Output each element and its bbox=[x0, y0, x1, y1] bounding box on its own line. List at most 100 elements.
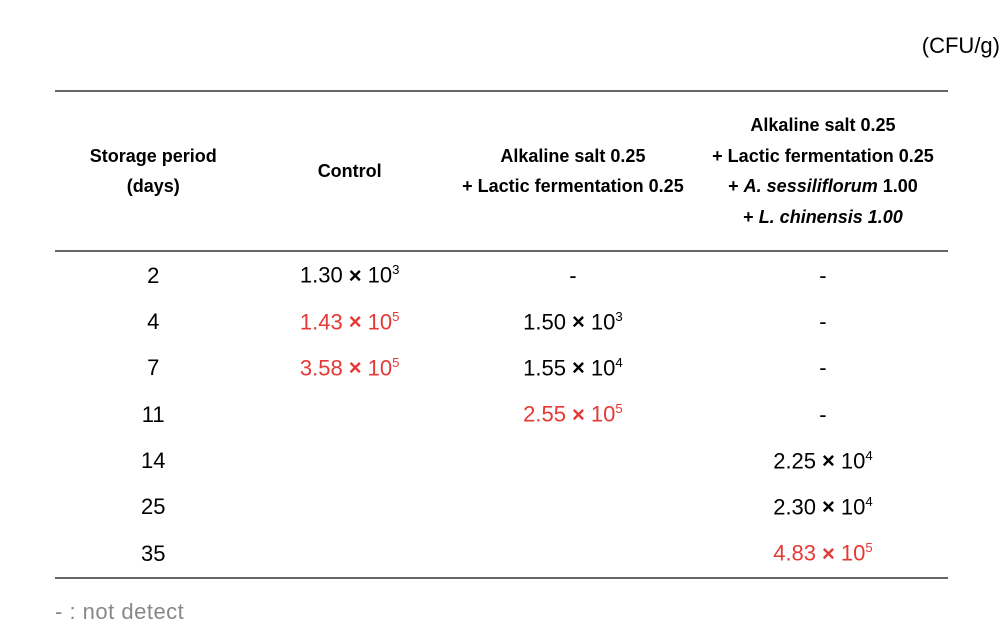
sci-notation-value: 1.50×103 bbox=[523, 309, 623, 335]
exponent: 4 bbox=[865, 494, 872, 509]
col-header-text: 1.00 bbox=[878, 176, 918, 196]
times-symbol: × bbox=[566, 309, 591, 334]
coefficient: 1.43 bbox=[300, 309, 343, 334]
sci-notation-value: 1.55×104 bbox=[523, 355, 623, 381]
col-header-alkaline-lactic-plants: Alkaline salt 0.25 + Lactic fermentation… bbox=[698, 91, 948, 251]
exponent: 5 bbox=[392, 355, 399, 370]
exponent: 5 bbox=[615, 401, 622, 416]
base-ten: 10 bbox=[591, 355, 615, 380]
cell-control: 1.43×105 bbox=[251, 299, 447, 345]
base-ten: 10 bbox=[591, 309, 615, 334]
not-detect-dash: - bbox=[569, 263, 576, 288]
times-symbol: × bbox=[343, 355, 368, 380]
base-ten: 10 bbox=[591, 402, 615, 427]
not-detect-dash: - bbox=[819, 355, 826, 380]
table-row: 21.30×103-- bbox=[55, 251, 948, 298]
cell-control bbox=[251, 438, 447, 484]
data-table-wrapper: Storage period (days) Control Alkaline s… bbox=[55, 90, 948, 579]
sci-notation-value: 2.25×104 bbox=[773, 448, 873, 474]
col-header-line: (days) bbox=[61, 171, 245, 202]
col-header-line: + A. sessiliflorum 1.00 bbox=[704, 171, 942, 202]
base-ten: 10 bbox=[841, 494, 865, 519]
table-row: 25 2.30×104 bbox=[55, 484, 948, 530]
cell-control: 3.58×105 bbox=[251, 345, 447, 391]
table-row: 73.58×1051.55×104- bbox=[55, 345, 948, 391]
col-header-text: + bbox=[728, 176, 744, 196]
cell-alkaline-lactic bbox=[448, 484, 698, 530]
base-ten: 10 bbox=[368, 309, 392, 334]
cell-storage-day: 4 bbox=[55, 299, 251, 345]
cell-alkaline-lactic-plants: 2.30×104 bbox=[698, 484, 948, 530]
coefficient: 4.83 bbox=[773, 541, 816, 566]
base-ten: 10 bbox=[841, 448, 865, 473]
col-header-text: + bbox=[743, 207, 759, 227]
coefficient: 3.58 bbox=[300, 355, 343, 380]
times-symbol: × bbox=[816, 448, 841, 473]
sci-notation-value: 3.58×105 bbox=[300, 355, 400, 381]
footnote-not-detect: - : not detect bbox=[55, 599, 184, 625]
cell-storage-day: 25 bbox=[55, 484, 251, 530]
cell-alkaline-lactic-plants: - bbox=[698, 391, 948, 437]
not-detect-dash: - bbox=[819, 402, 826, 427]
cell-alkaline-lactic bbox=[448, 438, 698, 484]
times-symbol: × bbox=[566, 355, 591, 380]
cell-alkaline-lactic-plants: - bbox=[698, 345, 948, 391]
col-header-control: Control bbox=[251, 91, 447, 251]
times-symbol: × bbox=[343, 263, 368, 288]
cell-alkaline-lactic-plants: 2.25×104 bbox=[698, 438, 948, 484]
cell-alkaline-lactic bbox=[448, 530, 698, 577]
cell-alkaline-lactic-plants: - bbox=[698, 299, 948, 345]
exponent: 4 bbox=[865, 448, 872, 463]
col-header-storage-period: Storage period (days) bbox=[55, 91, 251, 251]
coefficient: 1.30 bbox=[300, 263, 343, 288]
cell-storage-day: 14 bbox=[55, 438, 251, 484]
sci-notation-value: 2.30×104 bbox=[773, 494, 873, 520]
base-ten: 10 bbox=[841, 541, 865, 566]
base-ten: 10 bbox=[368, 263, 392, 288]
cell-storage-day: 11 bbox=[55, 391, 251, 437]
cell-alkaline-lactic: 1.55×104 bbox=[448, 345, 698, 391]
col-header-line: + L. chinensis 1.00 bbox=[704, 202, 942, 233]
exponent: 3 bbox=[615, 309, 622, 324]
base-ten: 10 bbox=[368, 355, 392, 380]
sci-notation-value: 1.30×103 bbox=[300, 262, 400, 288]
coefficient: 1.55 bbox=[523, 355, 566, 380]
cell-alkaline-lactic: 1.50×103 bbox=[448, 299, 698, 345]
times-symbol: × bbox=[343, 309, 368, 334]
times-symbol: × bbox=[566, 402, 591, 427]
exponent: 5 bbox=[392, 309, 399, 324]
cell-control bbox=[251, 484, 447, 530]
not-detect-dash: - bbox=[819, 309, 826, 334]
table-row: 35 4.83×105 bbox=[55, 530, 948, 577]
exponent: 5 bbox=[865, 540, 872, 555]
col-header-line: Alkaline salt 0.25 bbox=[704, 110, 942, 141]
coefficient: 2.30 bbox=[773, 494, 816, 519]
cell-alkaline-lactic-plants: 4.83×105 bbox=[698, 530, 948, 577]
cfu-table: Storage period (days) Control Alkaline s… bbox=[55, 90, 948, 579]
table-row: 11 2.55×105 - bbox=[55, 391, 948, 437]
cell-alkaline-lactic: - bbox=[448, 251, 698, 298]
col-header-italic: A. sessiliflorum bbox=[744, 176, 878, 196]
col-header-line: + Lactic fermentation 0.25 bbox=[454, 171, 692, 202]
cell-control: 1.30×103 bbox=[251, 251, 447, 298]
col-header-alkaline-lactic: Alkaline salt 0.25 + Lactic fermentation… bbox=[448, 91, 698, 251]
cell-storage-day: 35 bbox=[55, 530, 251, 577]
sci-notation-value: 1.43×105 bbox=[300, 309, 400, 335]
cell-control bbox=[251, 530, 447, 577]
coefficient: 2.25 bbox=[773, 448, 816, 473]
times-symbol: × bbox=[816, 494, 841, 519]
coefficient: 2.55 bbox=[523, 402, 566, 427]
col-header-line: + Lactic fermentation 0.25 bbox=[704, 141, 942, 172]
cell-control bbox=[251, 391, 447, 437]
table-row: 41.43×1051.50×103- bbox=[55, 299, 948, 345]
unit-label: (CFU/g) bbox=[922, 33, 1000, 59]
not-detect-dash: - bbox=[819, 263, 826, 288]
cell-alkaline-lactic: 2.55×105 bbox=[448, 391, 698, 437]
coefficient: 1.50 bbox=[523, 309, 566, 334]
col-header-italic: L. chinensis 1.00 bbox=[759, 207, 903, 227]
exponent: 3 bbox=[392, 262, 399, 277]
sci-notation-value: 4.83×105 bbox=[773, 540, 873, 566]
table-header: Storage period (days) Control Alkaline s… bbox=[55, 91, 948, 251]
col-header-line: Alkaline salt 0.25 bbox=[454, 141, 692, 172]
sci-notation-value: 2.55×105 bbox=[523, 401, 623, 427]
